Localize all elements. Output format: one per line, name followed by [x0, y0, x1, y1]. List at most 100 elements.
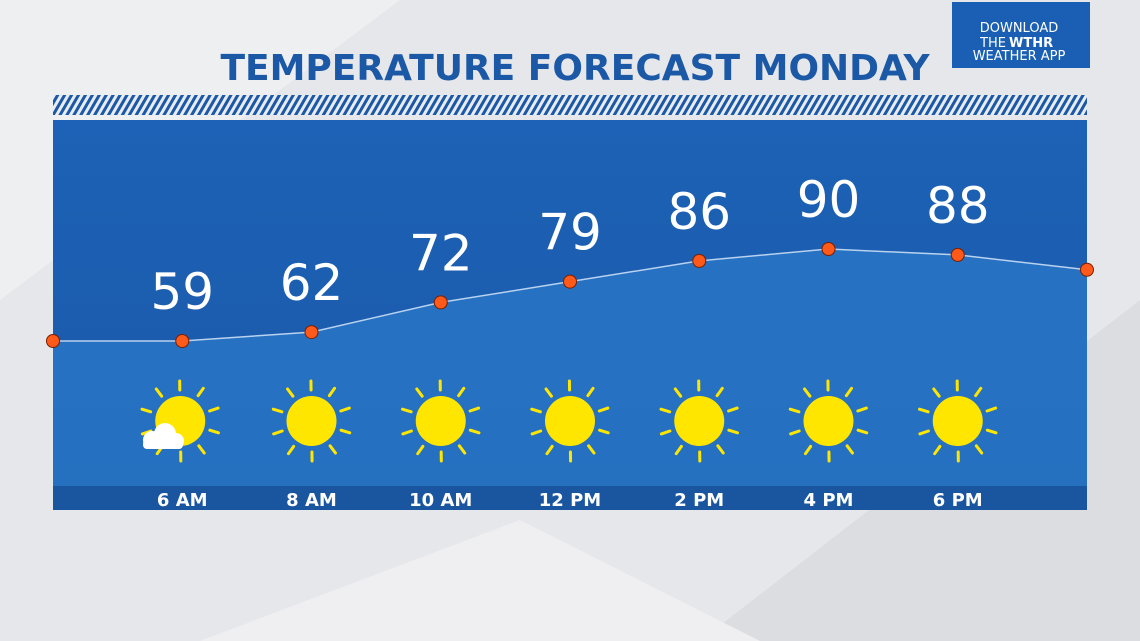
sun-core — [286, 396, 337, 446]
sun-ray — [659, 407, 672, 414]
app-badge[interactable]: DOWNLOAD THE WTHR WEATHER APP — [952, 2, 1090, 68]
sun-core — [674, 396, 725, 446]
point — [563, 274, 577, 289]
sun-core — [545, 396, 595, 446]
sun-ray — [974, 386, 983, 398]
sun-ray — [272, 429, 284, 436]
sun-ray — [985, 406, 998, 413]
sun-ray — [530, 407, 542, 414]
sun-ray — [545, 444, 554, 456]
sun-ray — [918, 429, 930, 436]
sun-ray — [933, 444, 942, 456]
sun-ray — [544, 387, 553, 398]
sun-ray — [286, 387, 295, 398]
plot: 59 6 AM 62 8 AM 72 10 AM 79 12 PM 86 2 PM 90 4 PM 88… — [46, 171, 1094, 511]
sun-icon — [918, 379, 998, 463]
sun-ray — [918, 407, 930, 414]
sun-ray — [727, 428, 739, 435]
sun-ray — [659, 429, 672, 436]
sun-ray — [416, 444, 425, 456]
x-tick-label: 10 AM — [409, 490, 472, 511]
sun-core — [415, 396, 466, 446]
value-label: 59 — [150, 263, 214, 321]
sun-ray — [985, 428, 998, 435]
sun-ray — [587, 444, 596, 455]
badge-box — [952, 2, 1090, 68]
sun-ray — [196, 386, 205, 398]
label-strip — [53, 486, 1087, 510]
x-tick-label: 6 PM — [933, 490, 983, 511]
sun-core — [803, 396, 854, 446]
sun-ray — [140, 407, 153, 414]
point — [950, 247, 965, 262]
sun-ray — [328, 444, 337, 455]
point — [821, 242, 836, 256]
sun-ray — [674, 444, 683, 456]
sun-ray — [598, 428, 610, 435]
sun-ray — [286, 444, 296, 456]
sun-icon — [788, 379, 869, 463]
value-label: 72 — [409, 224, 473, 282]
badge-brand: WTHR — [1009, 36, 1053, 51]
sun-ray — [803, 387, 812, 398]
x-tick-label: 12 PM — [539, 490, 601, 511]
value-label: 90 — [797, 171, 861, 229]
sun-ray — [788, 407, 801, 414]
sun-ray — [154, 387, 164, 398]
x-tick-label: 4 PM — [804, 490, 854, 511]
point — [175, 334, 190, 348]
sun-ray — [197, 444, 206, 455]
sun-ray — [457, 444, 467, 455]
sun-ray — [932, 387, 941, 398]
sun-ray — [401, 429, 413, 436]
value-label: 86 — [667, 183, 731, 241]
sun-ray — [208, 406, 220, 413]
badge-text: DOWNLOAD — [980, 21, 1059, 36]
sun-ray — [844, 386, 854, 398]
x-tick-label: 2 PM — [674, 490, 724, 511]
sun-ray — [468, 428, 481, 435]
sun-ray — [716, 444, 725, 455]
value-label: 88 — [926, 177, 990, 235]
point — [46, 334, 60, 348]
x-tick-label: 8 AM — [286, 490, 337, 511]
sun-ray — [271, 407, 284, 414]
sun-icon — [530, 379, 610, 463]
sun-ray — [586, 386, 595, 398]
sun-core — [932, 396, 983, 446]
chart-title: TEMPERATURE FORECAST MONDAY — [220, 48, 930, 89]
sun-icon — [271, 379, 352, 463]
sun-ray — [457, 386, 466, 398]
point — [1080, 262, 1094, 277]
sun-ray — [339, 406, 351, 413]
value-label: 62 — [280, 254, 344, 312]
sun-ray — [208, 428, 220, 435]
value-label: 79 — [538, 204, 602, 262]
x-tick-label: 6 AM — [157, 490, 208, 511]
sun-ray — [327, 386, 337, 398]
sun-ray — [530, 429, 543, 436]
point — [692, 253, 707, 268]
sun-ray — [789, 429, 801, 436]
sun-ray — [856, 428, 869, 435]
cloud-icon — [143, 423, 184, 449]
sun-ray — [401, 407, 413, 414]
sun-ray — [803, 444, 813, 456]
badge-text: THE — [979, 36, 1006, 51]
point — [433, 295, 448, 310]
hatch-bar — [53, 95, 1087, 115]
sun-ray — [727, 406, 739, 413]
sun-ray — [974, 444, 984, 455]
sun-ray — [715, 386, 724, 398]
badge-text: WEATHER APP — [973, 49, 1066, 64]
sun-ray — [845, 444, 854, 455]
sun-ray — [415, 387, 424, 398]
bg-shard — [200, 520, 760, 641]
sun-icon — [659, 379, 739, 463]
sun-ray — [597, 406, 610, 413]
point — [304, 325, 319, 340]
sun-ray — [468, 406, 481, 413]
sun-ray — [339, 428, 352, 435]
sun-icon — [401, 379, 481, 463]
